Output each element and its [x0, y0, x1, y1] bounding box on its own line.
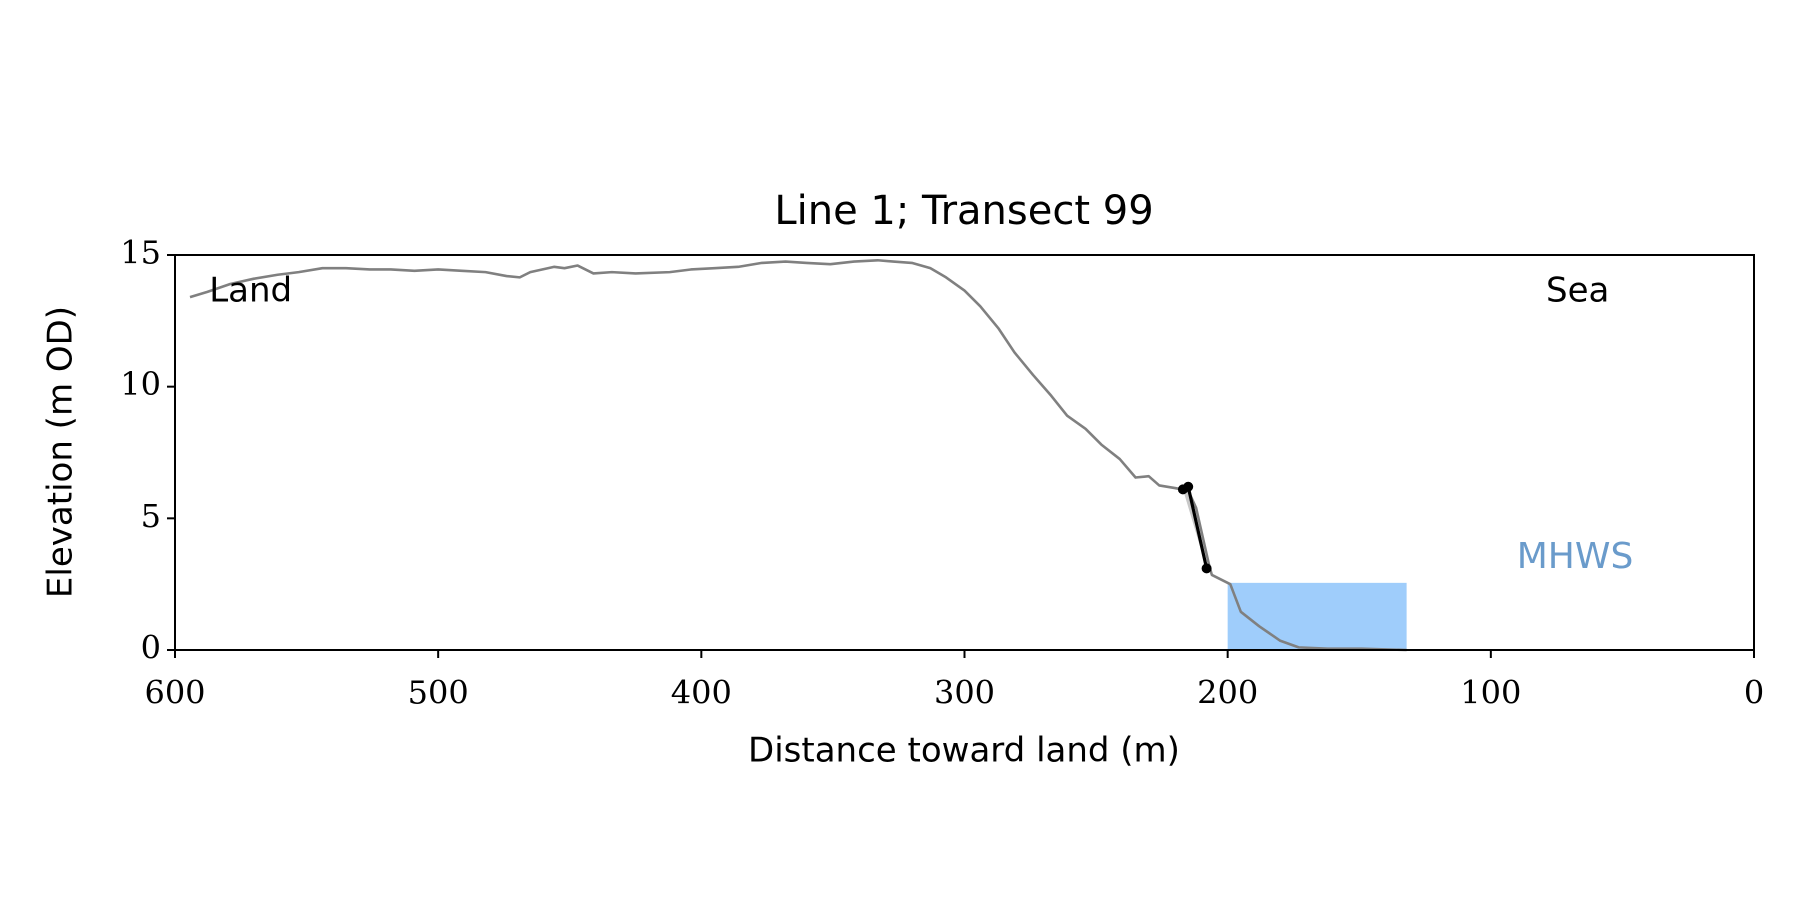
x-tick-label: 500 — [408, 674, 469, 712]
series-line — [189, 258, 1407, 652]
marker — [1183, 481, 1194, 492]
y-tick-label: 5 — [141, 497, 161, 535]
y-axis-label: Elevation (m OD) — [41, 306, 81, 598]
y-tick-label: 0 — [141, 629, 161, 667]
x-tick-label: 600 — [144, 674, 205, 712]
annotation: Land — [209, 270, 292, 310]
chart-title: Line 1; Transect 99 — [774, 188, 1153, 234]
x-tick-label: 200 — [1197, 674, 1258, 712]
x-tick-label: 300 — [934, 674, 995, 712]
annotation: Sea — [1546, 270, 1609, 310]
y-tick-label: 15 — [120, 234, 161, 272]
x-tick-label: 0 — [1744, 674, 1764, 712]
x-axis-label: Distance toward land (m) — [748, 731, 1180, 771]
x-tick-label: 100 — [1460, 674, 1521, 712]
plot-frame — [174, 254, 1755, 651]
y-tick-label: 10 — [120, 365, 161, 403]
marker — [1201, 563, 1212, 574]
x-tick-label: 400 — [671, 674, 732, 712]
mhws-area — [1227, 582, 1407, 650]
mhws-label: MHWS — [1517, 536, 1634, 577]
